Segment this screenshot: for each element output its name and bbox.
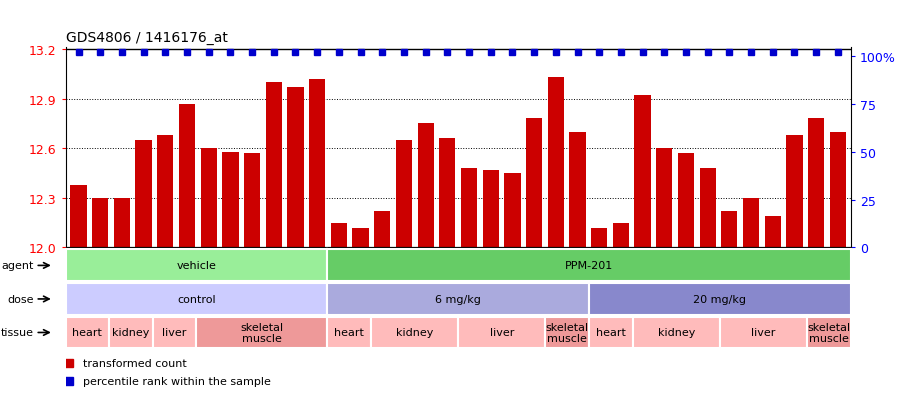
Text: kidney: kidney xyxy=(658,328,695,338)
Bar xyxy=(396,141,412,248)
Text: skeletal
muscle: skeletal muscle xyxy=(807,322,851,344)
Bar xyxy=(114,198,130,248)
Bar xyxy=(482,170,499,248)
Bar xyxy=(830,133,846,248)
Bar xyxy=(136,141,152,248)
Text: liver: liver xyxy=(490,328,514,338)
Text: agent: agent xyxy=(2,261,34,271)
Bar xyxy=(786,136,803,248)
Bar xyxy=(70,185,86,248)
Text: PPM-201: PPM-201 xyxy=(565,261,613,271)
Bar xyxy=(352,228,369,248)
Bar xyxy=(179,104,195,248)
Bar xyxy=(222,152,238,248)
Text: GDS4806 / 1416176_at: GDS4806 / 1416176_at xyxy=(66,31,228,45)
Text: heart: heart xyxy=(334,328,364,338)
Bar xyxy=(700,169,716,248)
Text: kidney: kidney xyxy=(112,328,149,338)
Text: 6 mg/kg: 6 mg/kg xyxy=(435,294,481,304)
Text: transformed count: transformed count xyxy=(83,358,187,368)
Bar xyxy=(460,169,477,248)
Text: percentile rank within the sample: percentile rank within the sample xyxy=(83,376,270,386)
Bar xyxy=(548,78,564,248)
Text: liver: liver xyxy=(162,328,187,338)
Text: dose: dose xyxy=(7,294,34,304)
Bar xyxy=(634,96,651,248)
Bar xyxy=(592,228,607,248)
Bar xyxy=(200,149,217,248)
Text: kidney: kidney xyxy=(396,328,433,338)
Bar xyxy=(418,124,434,248)
Bar xyxy=(266,83,282,248)
Bar xyxy=(330,223,347,248)
Text: 20 mg/kg: 20 mg/kg xyxy=(693,294,746,304)
Text: skeletal
muscle: skeletal muscle xyxy=(240,322,283,344)
Text: skeletal
muscle: skeletal muscle xyxy=(546,322,589,344)
Bar xyxy=(504,173,521,248)
Text: heart: heart xyxy=(596,328,626,338)
Text: liver: liver xyxy=(752,328,776,338)
Bar xyxy=(157,136,174,248)
Bar xyxy=(678,154,694,248)
Text: tissue: tissue xyxy=(1,328,34,338)
Bar xyxy=(288,88,304,248)
Bar xyxy=(764,216,781,248)
Text: vehicle: vehicle xyxy=(177,261,217,271)
Text: heart: heart xyxy=(73,328,102,338)
Bar xyxy=(309,80,325,248)
Bar xyxy=(612,223,629,248)
Bar xyxy=(722,211,737,248)
Bar xyxy=(374,211,390,248)
Bar xyxy=(92,198,108,248)
Text: control: control xyxy=(177,294,216,304)
Bar xyxy=(526,119,542,248)
Bar xyxy=(808,119,824,248)
Bar xyxy=(244,154,260,248)
Bar xyxy=(743,198,759,248)
Bar xyxy=(656,149,672,248)
Bar xyxy=(570,133,586,248)
Bar xyxy=(440,139,456,248)
